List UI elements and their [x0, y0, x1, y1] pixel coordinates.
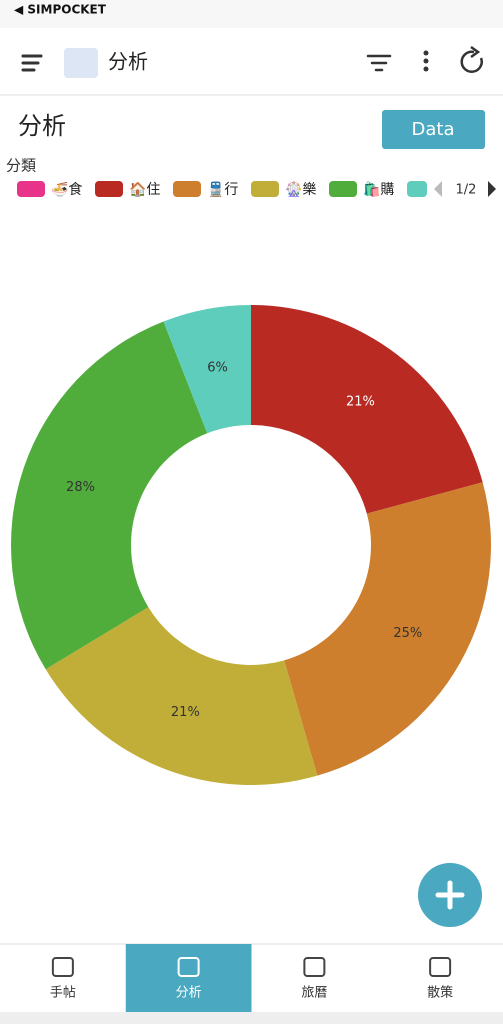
refresh-arrow: [470, 45, 481, 59]
legend-label: 🏠住: [129, 181, 160, 198]
refresh-icon[interactable]: [460, 50, 483, 73]
more-icon[interactable]: [423, 50, 429, 72]
nav-icon[interactable]: [51, 957, 74, 977]
slice-label: 21%: [171, 705, 200, 720]
legend-swatch: [17, 181, 45, 197]
menu-icon[interactable]: [21, 54, 43, 72]
legend-swatch: [407, 181, 427, 197]
status-bar: [0, 0, 503, 28]
donut-chart: 21% 25% 21% 28% 6%: [10, 305, 491, 785]
slice-label: 21%: [346, 395, 375, 410]
home-strip: [0, 1012, 503, 1024]
add-icon: [435, 880, 465, 910]
slice-label: 28%: [66, 480, 95, 495]
legend-pager: 1/2: [456, 183, 477, 198]
legend-title: 分類: [6, 157, 36, 175]
app-logo: [64, 48, 98, 78]
nav-tab-selected[interactable]: [125, 944, 252, 1012]
slice-label: 25%: [393, 626, 422, 641]
legend-swatch: [329, 181, 357, 197]
legend-swatch: [251, 181, 279, 197]
legend-prev[interactable]: [434, 181, 442, 197]
nav-icon[interactable]: [303, 957, 326, 977]
legend-next[interactable]: [488, 181, 496, 197]
app-bar-title: 分析: [108, 50, 148, 74]
filter-icon[interactable]: [366, 54, 392, 72]
slice-label: 6%: [207, 361, 228, 376]
donut-slice: [163, 305, 251, 434]
nav-icon[interactable]: [429, 957, 452, 977]
nav-label[interactable]: 散策: [427, 985, 453, 1001]
nav-label[interactable]: 手帖: [50, 986, 76, 1001]
donut-slice: [284, 482, 491, 776]
back-label[interactable]: ◀ SIMPOCKET: [14, 3, 107, 17]
legend-label: 🛍️購: [363, 181, 394, 198]
data-button-label[interactable]: Data: [412, 119, 455, 140]
legend-swatch: [173, 181, 201, 197]
legend-label: 🎡樂: [285, 181, 316, 198]
nav-icon[interactable]: [177, 957, 200, 977]
legend-label: 🍜食: [51, 181, 82, 198]
donut-slice: [251, 305, 483, 514]
nav-label[interactable]: 分析: [176, 986, 202, 1001]
donut-slice: [10, 321, 208, 670]
data-button[interactable]: [382, 110, 485, 149]
page-title: 分析: [18, 112, 66, 140]
donut-slice: [45, 607, 318, 785]
nav-label[interactable]: 旅曆: [301, 986, 327, 1001]
legend-label: 🚆行: [207, 181, 238, 198]
legend-swatch: [95, 181, 123, 197]
